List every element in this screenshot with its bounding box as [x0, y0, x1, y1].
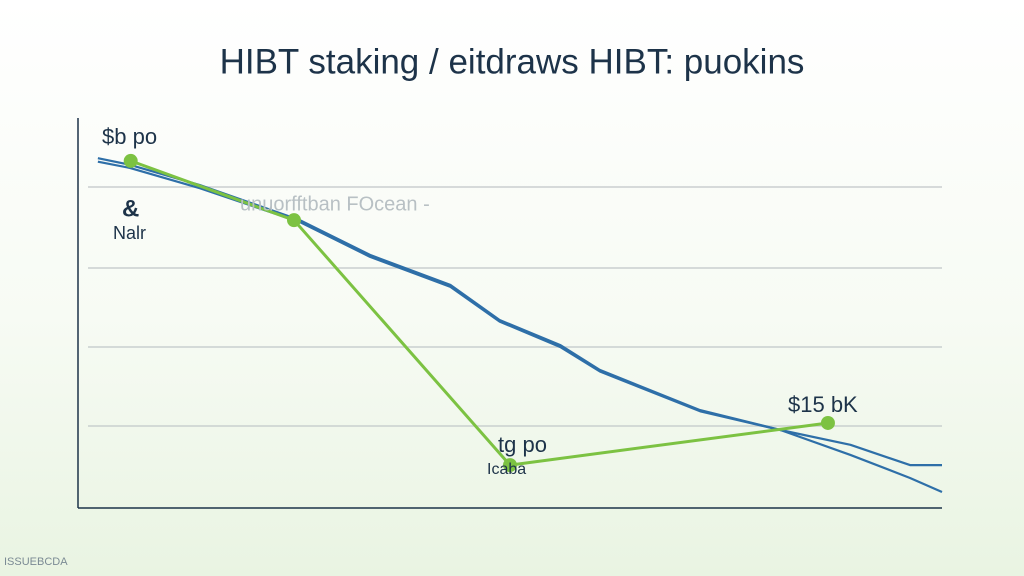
- point: [287, 213, 301, 228]
- plot: [97, 153, 943, 494]
- line: [130, 159, 829, 467]
- point: [123, 153, 138, 168]
- annotation: Icaba: [487, 461, 526, 478]
- annotation: unuorfftban FOcean -: [240, 193, 430, 215]
- annotation: ISSUEBCDA: [4, 556, 68, 568]
- point: [503, 458, 517, 473]
- annotation: tg po: [498, 432, 547, 457]
- annotation: Nalr: [113, 223, 146, 243]
- annotation: $b po: [102, 124, 157, 149]
- annotation: $15 bK: [788, 392, 858, 417]
- chart-title: HIBT staking / eitdraws HIBT: puokins: [220, 42, 805, 81]
- annotation: &: [122, 195, 139, 222]
- line: [97, 160, 943, 494]
- point: [820, 415, 835, 430]
